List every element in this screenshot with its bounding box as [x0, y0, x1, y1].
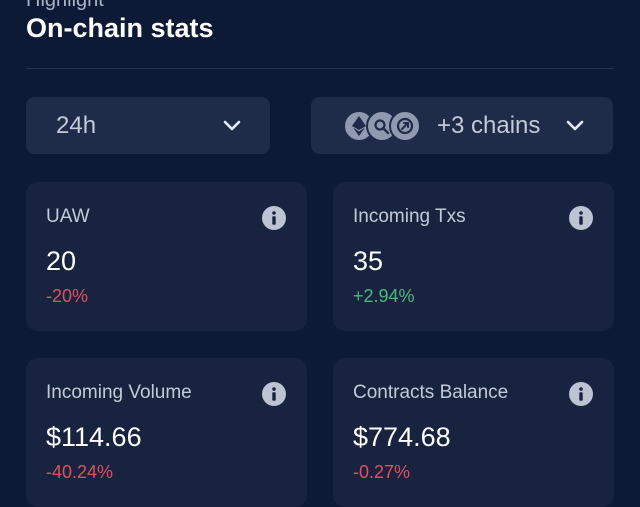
stat-change: -20%: [46, 286, 89, 306]
info-icon[interactable]: [262, 382, 286, 406]
stat-card-incoming-volume: Incoming Volume $114.66 -40.24%: [26, 358, 307, 507]
stat-label: Contracts Balance: [353, 382, 509, 403]
info-icon[interactable]: [262, 206, 286, 230]
stat-card-contracts-balance: Contracts Balance $774.68 -0.27%: [333, 358, 614, 507]
stat-change: -40.24%: [46, 462, 114, 482]
info-icon[interactable]: [569, 382, 593, 406]
stat-label: Incoming Txs: [353, 206, 466, 227]
stat-value: 20: [46, 246, 77, 276]
stat-value: $774.68: [353, 422, 451, 452]
info-icon[interactable]: [569, 206, 593, 230]
stat-value: $114.66: [46, 422, 142, 452]
stat-change: -0.27%: [353, 462, 411, 482]
stat-card-uaw: UAW 20 -20%: [26, 182, 307, 331]
stat-change: +2.94%: [353, 286, 415, 306]
chain-swap-icon: [389, 109, 421, 142]
timeframe-select[interactable]: 24h: [26, 97, 270, 154]
section-eyebrow: Highlight: [26, 0, 104, 11]
stat-card-incoming-txs: Incoming Txs 35 +2.94%: [333, 182, 614, 331]
divider: [26, 68, 614, 69]
stat-label: Incoming Volume: [46, 382, 192, 403]
chain-select-label: +3 chains: [437, 111, 541, 139]
stat-label: UAW: [46, 206, 90, 227]
page-title: On-chain stats: [26, 13, 214, 43]
chevron-down-icon: [565, 116, 585, 136]
stat-value: 35: [353, 246, 384, 276]
chevron-down-icon: [222, 116, 242, 136]
timeframe-value: 24h: [56, 111, 97, 139]
chain-select[interactable]: +3 chains: [311, 97, 613, 154]
chain-icons: [343, 109, 421, 142]
